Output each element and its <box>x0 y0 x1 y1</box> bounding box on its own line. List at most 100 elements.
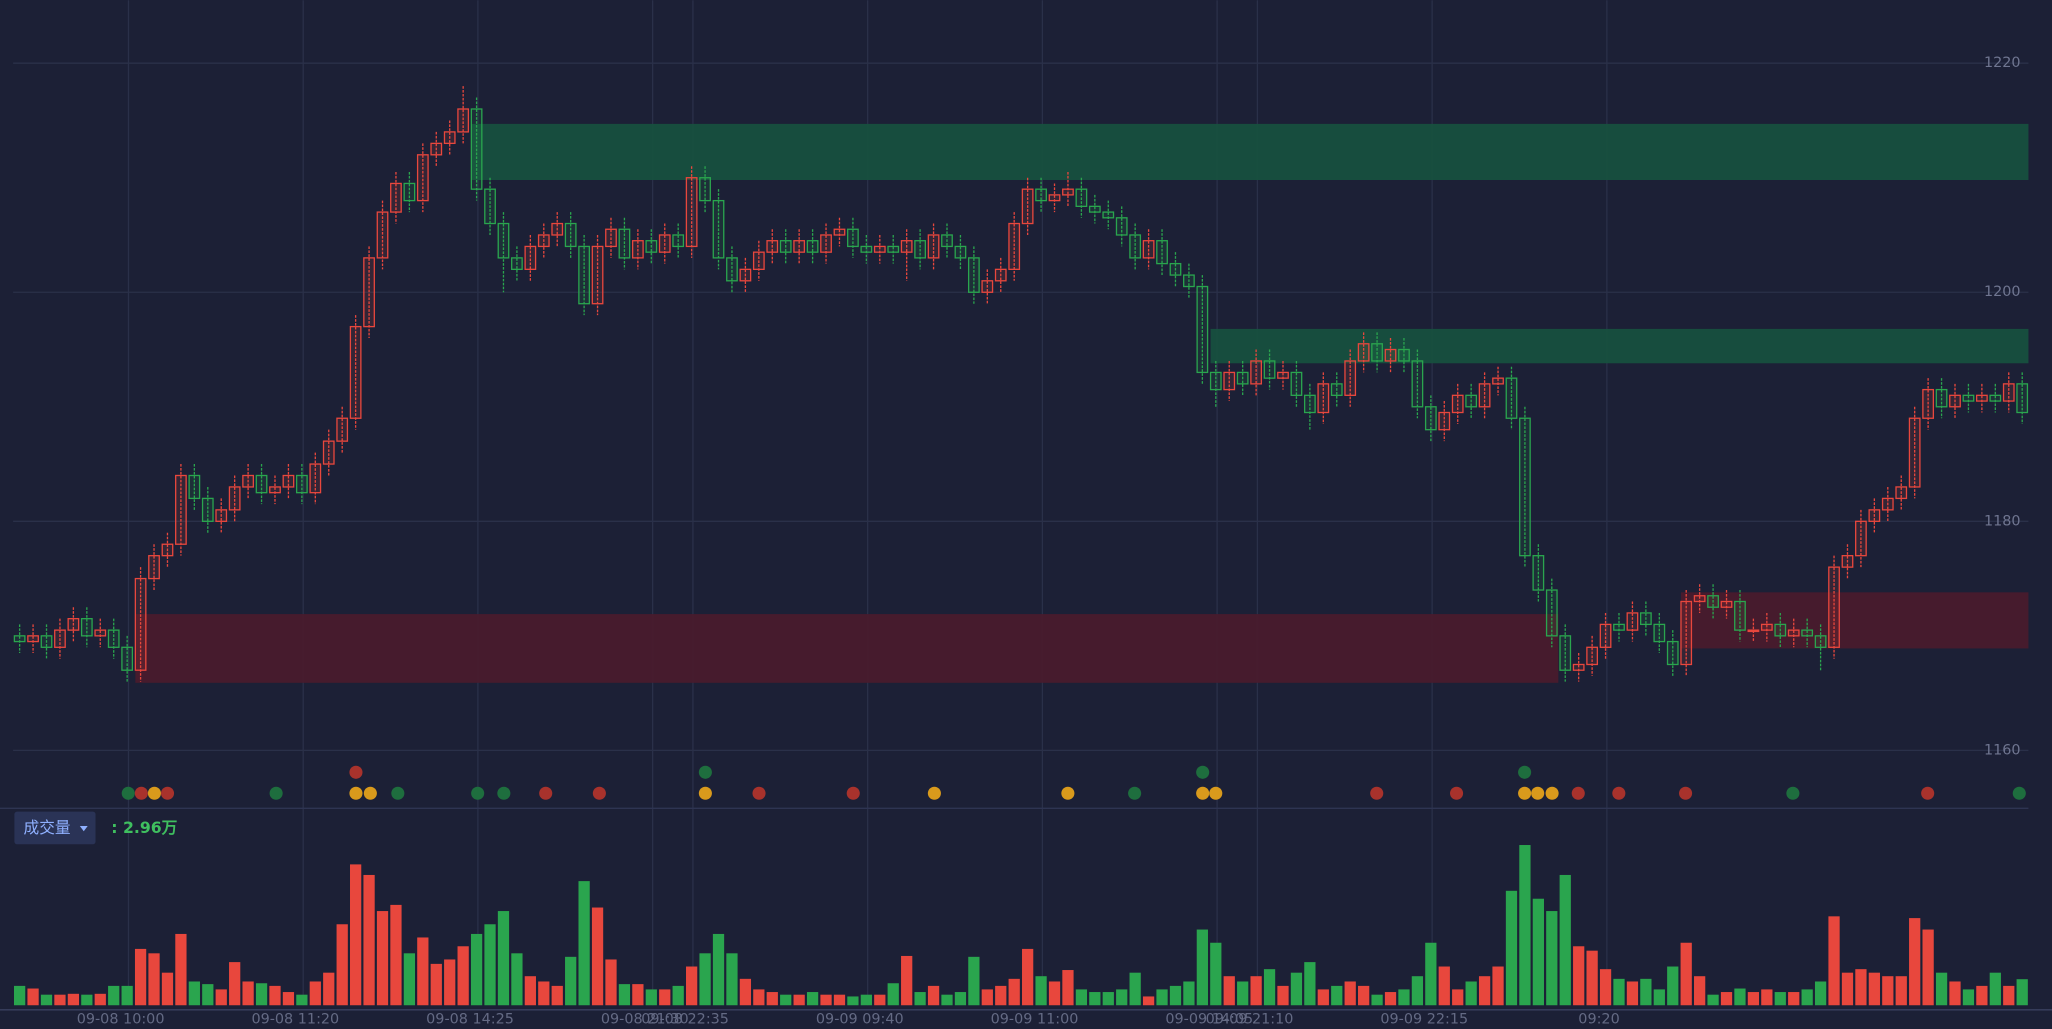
volume-bar <box>497 911 510 1006</box>
volume-title[interactable]: 成交量 <box>24 818 71 837</box>
signal-icon <box>1209 786 1223 800</box>
candle-body <box>994 268 1007 282</box>
candle-body <box>1559 635 1572 671</box>
volume-bar <box>1909 918 1921 1006</box>
x-tick-label: 09:20 <box>1578 1012 1619 1028</box>
candle-body <box>1277 371 1289 379</box>
volume-bar <box>403 953 416 1006</box>
candle-body <box>175 474 187 545</box>
candle-body <box>228 486 241 511</box>
volume-bar <box>1116 989 1128 1006</box>
candle-body <box>537 234 550 248</box>
candle-body <box>914 240 927 259</box>
candle-body <box>470 108 483 190</box>
candle-body <box>591 245 604 305</box>
candle-body <box>1263 360 1276 379</box>
y-tick-label: 1220 <box>1984 55 2021 71</box>
volume-bar <box>417 937 429 1006</box>
candle-body <box>1169 262 1182 276</box>
signal-icon <box>497 786 511 800</box>
volume-bar <box>1062 970 1074 1006</box>
volume-bar <box>94 993 106 1006</box>
volume-bar <box>1653 989 1665 1006</box>
volume-bar <box>148 953 160 1006</box>
volume-bar <box>1237 981 1249 1006</box>
candle-body <box>1330 383 1343 396</box>
signal-icon <box>1921 786 1935 800</box>
candle-body <box>766 240 779 253</box>
x-tick-label: 09-08 22:35 <box>641 1012 729 1028</box>
candle-body <box>631 240 644 259</box>
volume-bar <box>1720 992 1733 1006</box>
signal-icon <box>539 786 553 800</box>
volume-bar <box>927 985 940 1006</box>
candle-body <box>820 234 832 253</box>
candle-body <box>80 618 93 637</box>
volume-bar <box>350 864 362 1006</box>
candle-body <box>1075 188 1088 208</box>
volume-bar <box>1801 989 1813 1006</box>
candle-body <box>1142 240 1155 259</box>
volume-bar <box>1774 992 1786 1006</box>
signal-icon <box>752 786 766 800</box>
candle-body <box>860 245 873 253</box>
candle-body <box>282 474 295 488</box>
candle-body <box>201 497 214 522</box>
candle-body <box>27 635 39 643</box>
candle-body <box>1223 371 1236 391</box>
volume-bar <box>806 992 819 1006</box>
candle-body <box>188 474 201 500</box>
candle-body <box>1384 348 1397 362</box>
volume-bar <box>81 994 93 1006</box>
candle-body <box>658 234 671 253</box>
candle-body <box>1519 417 1531 557</box>
candle-body <box>873 245 886 253</box>
volume-bar <box>1438 966 1450 1006</box>
volume-bar <box>1868 972 1880 1006</box>
volume-bar <box>1102 992 1114 1006</box>
volume-bar <box>1452 989 1464 1006</box>
volume-bar <box>1841 972 1854 1006</box>
volume-bar <box>40 994 53 1006</box>
volume-bar <box>27 988 39 1006</box>
signal-icon <box>349 786 363 800</box>
candle-body <box>1183 274 1195 288</box>
volume-selector[interactable] <box>14 811 96 845</box>
candle-body <box>1532 555 1545 591</box>
volume-bar <box>175 933 187 1006</box>
candle-body <box>430 142 443 156</box>
candle-body <box>900 240 913 253</box>
volume-bar <box>1922 929 1934 1006</box>
candle-body <box>161 543 174 557</box>
candle-body <box>1317 383 1330 414</box>
candle-body <box>416 154 429 202</box>
candle-body <box>13 635 26 643</box>
volume-bar <box>376 911 389 1006</box>
volume-bar <box>1196 929 1208 1006</box>
volume-bar <box>1976 985 1988 1006</box>
candle-body <box>779 240 792 253</box>
candle-body <box>457 108 470 133</box>
candle-body <box>1734 600 1746 631</box>
signal-icon <box>1545 786 1559 800</box>
volume-bar <box>1425 942 1437 1006</box>
dropdown-arrow[interactable] <box>79 825 88 832</box>
candle-body <box>672 234 685 248</box>
signal-icon <box>2012 786 2026 800</box>
candle-body <box>1855 520 1867 557</box>
candle-body <box>887 245 900 253</box>
candle-body <box>242 474 255 488</box>
candle-body <box>1048 194 1061 202</box>
volume-bar <box>1949 981 1961 1006</box>
volume-bar <box>591 907 604 1006</box>
candle-body <box>1062 188 1074 196</box>
candle-body <box>981 280 994 293</box>
candle-body <box>1868 509 1881 522</box>
volume-bar <box>860 994 872 1006</box>
volume-bar <box>699 953 711 1006</box>
volume-bar <box>1895 976 1907 1006</box>
volume-bar <box>336 924 348 1006</box>
volume-bar <box>1532 898 1544 1006</box>
candle-body <box>1250 360 1263 385</box>
